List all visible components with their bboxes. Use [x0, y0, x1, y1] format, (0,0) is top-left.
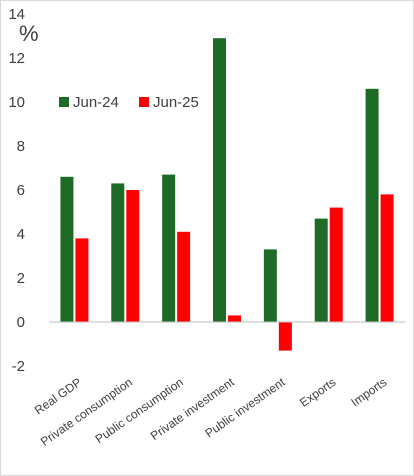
y-tick-label: 2 — [17, 270, 25, 287]
y-tick-label: 12 — [8, 50, 25, 67]
y-tick-label: 8 — [17, 138, 25, 155]
bar-jun-25-public-consumption — [177, 231, 191, 322]
legend: Jun-24 Jun-25 — [59, 94, 199, 111]
y-tick-label: 10 — [8, 94, 25, 111]
legend-label: Jun-25 — [153, 94, 199, 111]
x-category-label: Private investment — [148, 375, 237, 443]
bar-jun-24-public-investment — [263, 249, 277, 322]
bar-jun-25-private-investment — [228, 315, 241, 322]
bar-jun-24-private-investment — [213, 38, 226, 322]
legend-label: Jun-24 — [73, 94, 119, 111]
unit-label: % — [19, 21, 39, 46]
legend-swatch — [59, 97, 69, 107]
legend-swatch — [139, 97, 149, 107]
bar-jun-24-private-consumption — [111, 183, 125, 322]
bar-jun-25-public-investment — [278, 322, 292, 351]
bar-jun-24-imports — [365, 88, 379, 322]
y-tick-label: 14 — [8, 6, 25, 23]
bar-jun-24-real-gdp — [60, 176, 74, 322]
bars — [60, 38, 394, 351]
y-tick-label: 0 — [17, 314, 25, 331]
bar-jun-24-exports — [314, 218, 328, 322]
bar-jun-25-imports — [380, 194, 394, 322]
bar-jun-25-exports — [329, 207, 343, 322]
bar-jun-24-public-consumption — [162, 174, 176, 322]
bar-jun-25-real-gdp — [75, 238, 89, 322]
bar-jun-25-private-consumption — [126, 190, 140, 322]
x-category-label: Imports — [348, 375, 389, 409]
x-category-label: Exports — [297, 375, 338, 410]
y-tick-label: -2 — [12, 358, 25, 375]
y-axis-ticks: -2 0 2 4 6 8 10 12 14 — [8, 6, 25, 375]
x-category-label: Public consumption — [93, 375, 186, 446]
y-tick-label: 4 — [17, 226, 25, 243]
x-category-label: Private consumption — [38, 375, 135, 449]
y-tick-label: 6 — [17, 182, 25, 199]
